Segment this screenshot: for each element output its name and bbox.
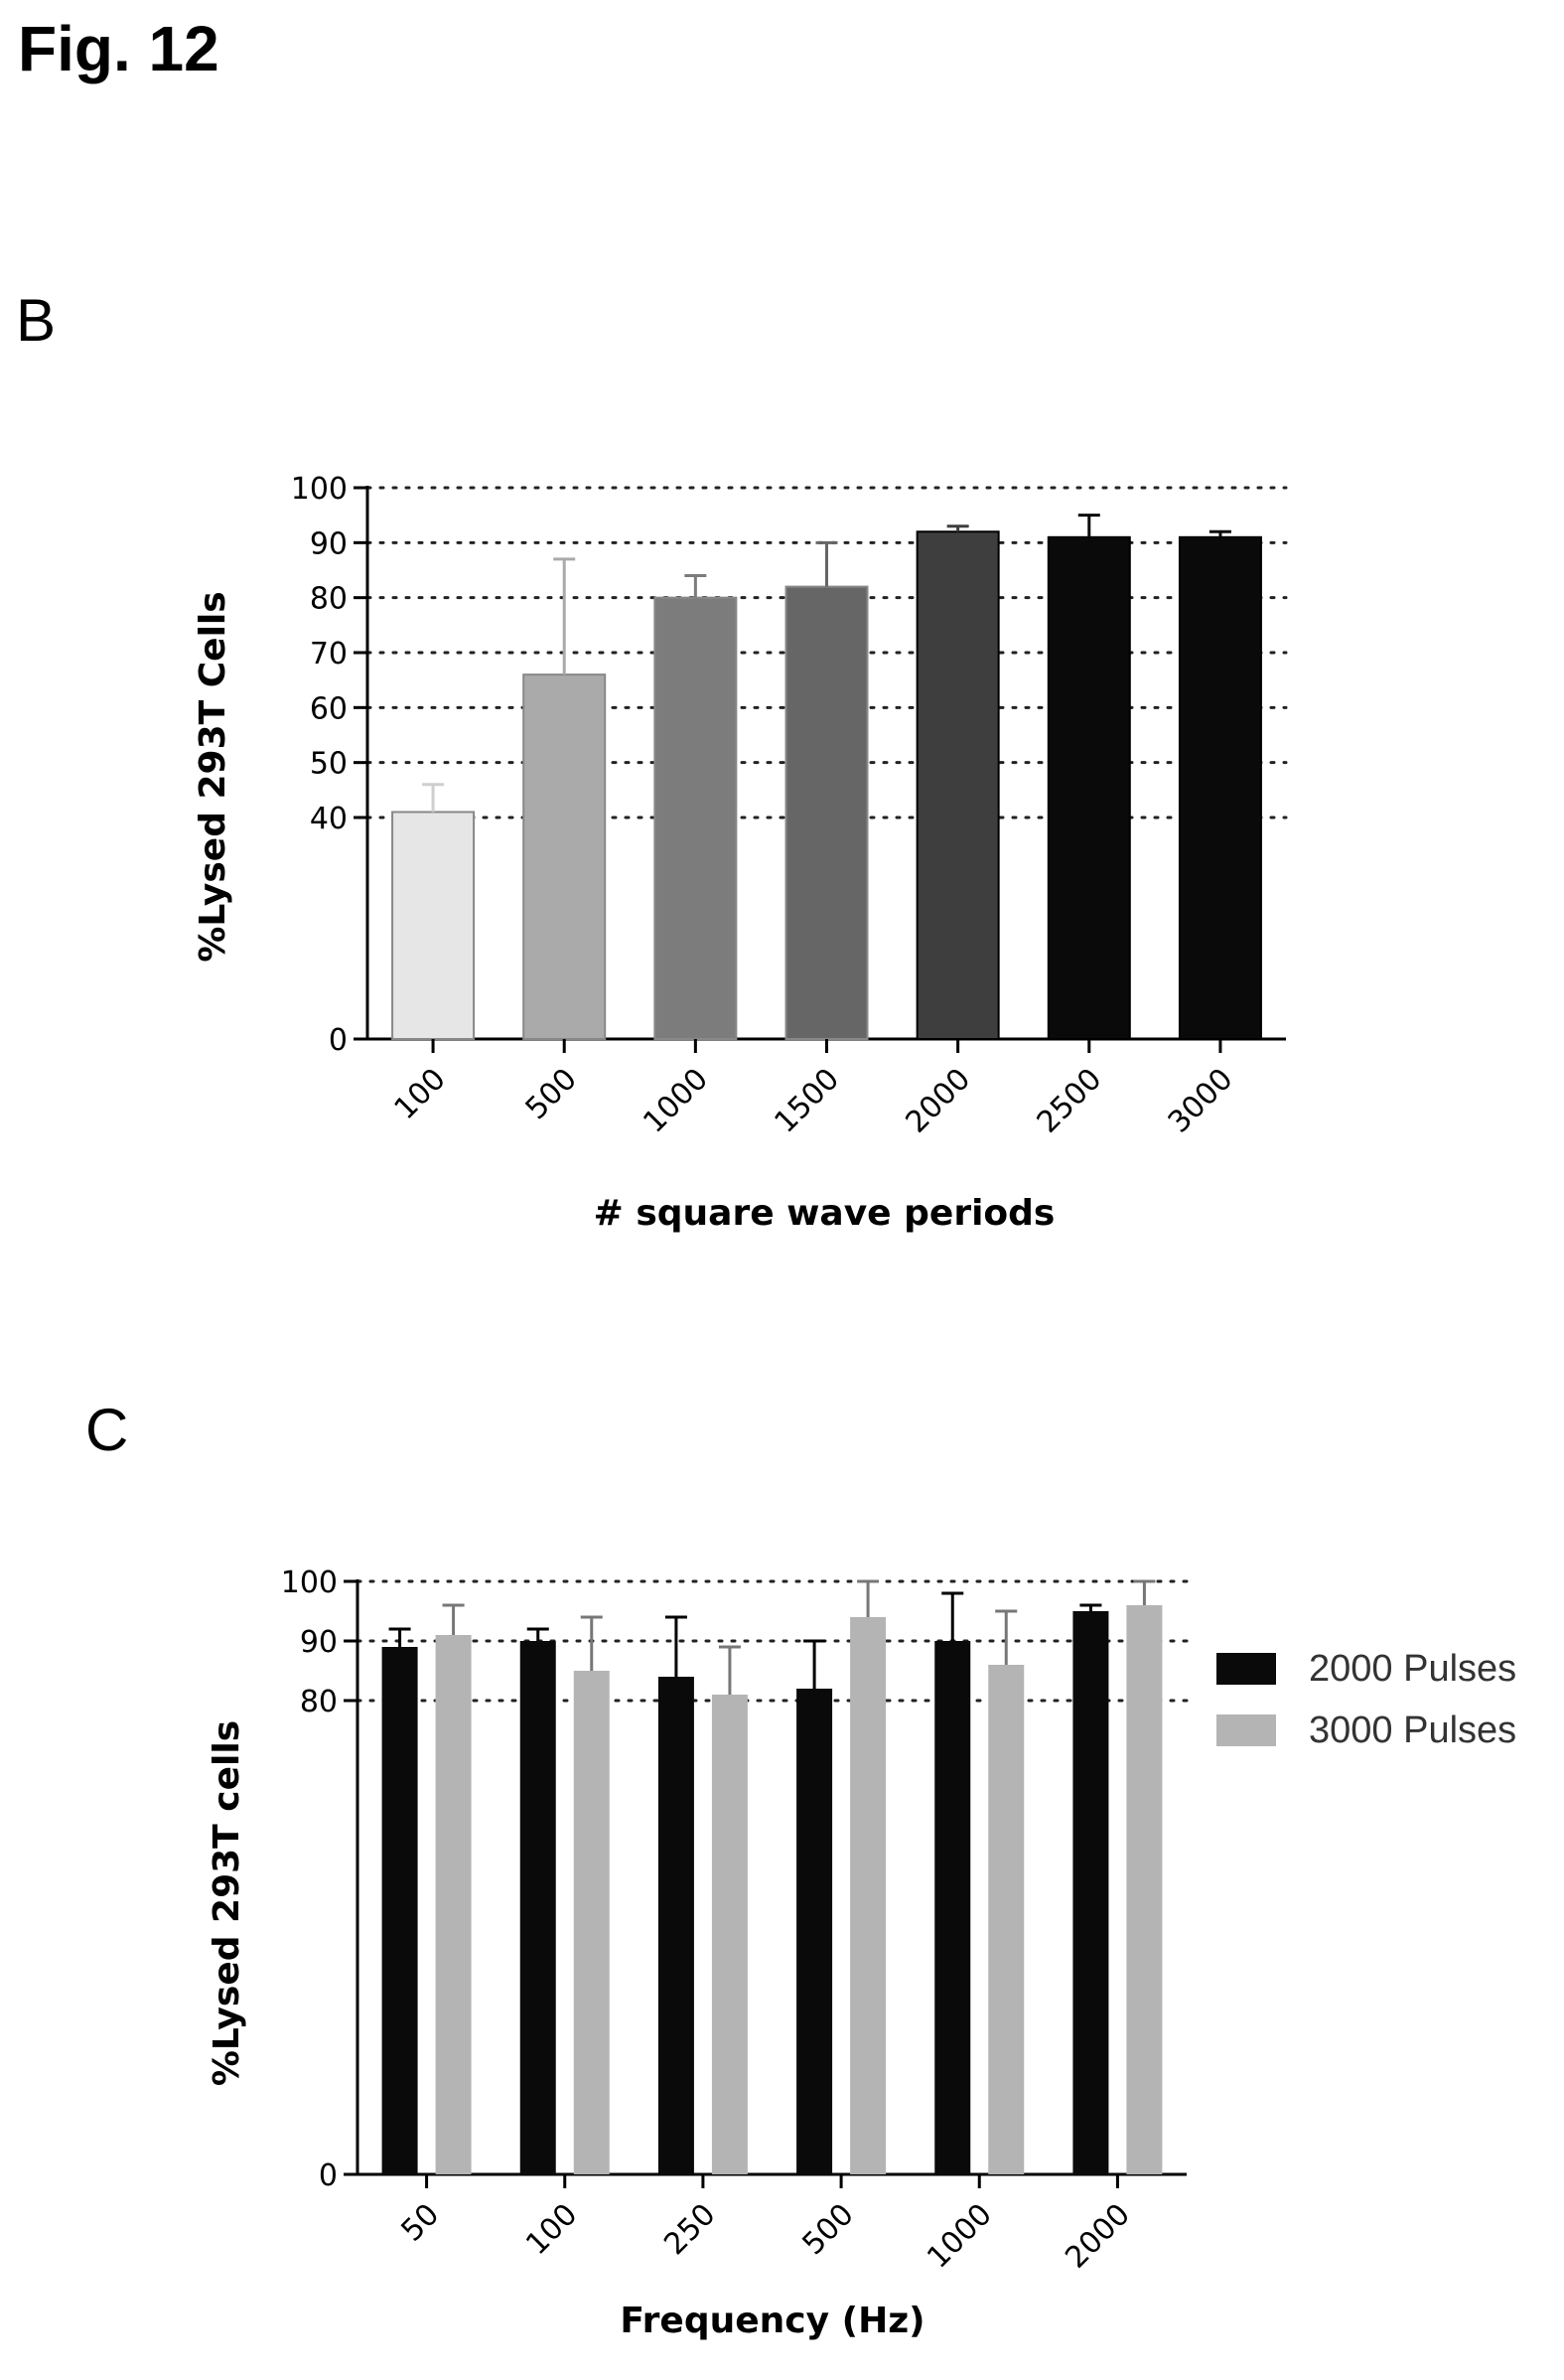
legend-label: 2000 Pulses bbox=[1309, 1648, 1516, 1690]
bar-3000 bbox=[1178, 535, 1262, 1041]
bar-2000-pulses-1000 bbox=[934, 1641, 971, 2174]
bar-2000-pulses-500 bbox=[796, 1689, 833, 2174]
x-axis-title: Frequency (Hz) bbox=[620, 2301, 924, 2341]
y-tick-label: 0 bbox=[329, 1023, 348, 1058]
bar-2500 bbox=[1047, 535, 1131, 1041]
bar-3000-pulses-50 bbox=[435, 1635, 472, 2174]
legend-swatch bbox=[1216, 1653, 1276, 1685]
bar-2000-pulses-50 bbox=[381, 1647, 418, 2174]
bar-2000-pulses-250 bbox=[657, 1677, 694, 2174]
x-tick-label: 1000 bbox=[637, 1062, 715, 1140]
chart-b-lysed-vs-periods: 0 40 50 60 70 80 90 100 %Lysed 293T Cells # squar… bbox=[193, 472, 1288, 1234]
y-tick-label: 0 bbox=[319, 2158, 338, 2193]
bar-2000-pulses-2000 bbox=[1072, 1611, 1109, 2174]
x-tick-label: 500 bbox=[519, 1062, 584, 1126]
panel-b-letter: B bbox=[16, 287, 57, 354]
legend-swatch bbox=[1216, 1714, 1276, 1746]
x-tick-label: 100 bbox=[519, 2197, 584, 2262]
panel-c-letter: C bbox=[85, 1397, 129, 1463]
bar-1500 bbox=[784, 585, 869, 1040]
bar-100 bbox=[391, 811, 476, 1041]
y-tick-label: 100 bbox=[291, 472, 348, 507]
y-tick-label: 60 bbox=[310, 691, 348, 726]
y-tick-label: 80 bbox=[300, 1685, 338, 1719]
x-tick-label: 3000 bbox=[1162, 1062, 1240, 1140]
bar-2000-pulses-100 bbox=[519, 1641, 556, 2174]
x-tick-label: 2000 bbox=[1059, 2197, 1137, 2276]
x-tick-label: 1000 bbox=[921, 2197, 999, 2276]
y-tick-label: 80 bbox=[310, 582, 348, 617]
bar-3000-pulses-500 bbox=[850, 1617, 887, 2174]
bar-500 bbox=[522, 673, 607, 1040]
bar-3000-pulses-250 bbox=[711, 1695, 748, 2174]
bar-3000-pulses-1000 bbox=[988, 1665, 1025, 2174]
figure-title: Fig. 12 bbox=[18, 13, 219, 84]
y-tick-label: 70 bbox=[310, 637, 348, 671]
x-tick-label: 500 bbox=[795, 2197, 860, 2262]
y-tick-label: 50 bbox=[310, 747, 348, 782]
x-tick-label: 2500 bbox=[1031, 1062, 1109, 1140]
x-tick-label: 1500 bbox=[768, 1062, 846, 1140]
bar-2000 bbox=[916, 530, 1000, 1041]
y-tick-label: 100 bbox=[281, 1565, 338, 1600]
y-tick-label: 40 bbox=[310, 802, 348, 836]
x-axis-title: # square wave periods bbox=[594, 1193, 1056, 1234]
y-tick-label: 90 bbox=[310, 526, 348, 561]
x-tick-label: 2000 bbox=[900, 1062, 978, 1140]
x-tick-label: 250 bbox=[657, 2197, 722, 2262]
legend-label: 3000 Pulses bbox=[1309, 1710, 1516, 1751]
bar-1000 bbox=[653, 596, 738, 1041]
chart-c-lysed-vs-frequency: 0 80 90 100 %Lysed 293T cells Frequency (Hz) 5… bbox=[207, 1565, 1516, 2341]
bar-3000-pulses-100 bbox=[573, 1671, 610, 2174]
x-tick-label: 50 bbox=[394, 2197, 446, 2249]
y-axis-title: %Lysed 293T cells bbox=[207, 1720, 247, 2086]
y-axis-title: %Lysed 293T Cells bbox=[193, 591, 233, 962]
bar-3000-pulses-2000 bbox=[1126, 1605, 1163, 2174]
x-tick-label: 100 bbox=[387, 1062, 452, 1126]
y-tick-label: 90 bbox=[300, 1625, 338, 1660]
